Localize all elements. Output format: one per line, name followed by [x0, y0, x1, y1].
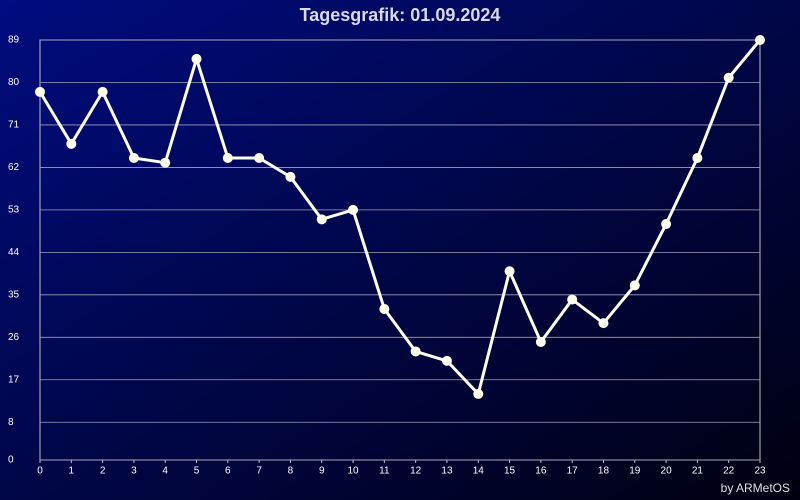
data-line [38, 39, 762, 396]
y-tick-label: 53 [8, 205, 20, 216]
data-point [35, 86, 45, 97]
data-point [723, 72, 734, 83]
x-tick-label: 2 [100, 466, 106, 477]
x-tick-label: 6 [225, 466, 231, 477]
y-tick-label: 62 [8, 162, 20, 173]
data-point [535, 337, 546, 348]
data-point [66, 138, 77, 149]
y-tick-label: 35 [8, 289, 20, 300]
data-point [410, 346, 421, 357]
data-point [254, 152, 265, 163]
x-tick-label: 1 [69, 466, 75, 477]
data-point [598, 318, 609, 329]
x-tick-label: 10 [347, 466, 359, 477]
x-tick-label: 5 [194, 466, 200, 477]
y-tick-label: 26 [8, 332, 20, 343]
x-tick-label: 18 [598, 466, 610, 477]
data-point [222, 152, 233, 163]
data-point [348, 204, 359, 215]
x-tick-label: 21 [692, 466, 704, 477]
x-tick-label: 19 [629, 466, 641, 477]
data-point [473, 388, 484, 399]
y-tick-label: 0 [8, 455, 14, 466]
x-tick-label: 11 [379, 466, 390, 477]
data-point [285, 171, 296, 182]
y-tick-label: 80 [8, 77, 20, 88]
x-tick-label: 8 [288, 466, 294, 477]
x-tick-label: 23 [754, 466, 766, 477]
x-tick-label: 3 [131, 466, 137, 477]
x-tick-label: 15 [504, 466, 516, 477]
data-point [661, 219, 672, 230]
data-point [629, 280, 640, 291]
data-point [692, 152, 703, 163]
x-tick-label: 4 [162, 466, 168, 477]
y-tick-label: 44 [8, 247, 20, 258]
credit: by ARMetOS [721, 481, 790, 495]
x-tick-label: 9 [319, 466, 325, 477]
x-tick-label: 14 [473, 466, 485, 477]
x-tick-label: 22 [723, 466, 735, 477]
x-tick-label: 13 [441, 466, 453, 477]
x-tick-label: 20 [661, 466, 673, 477]
y-tick-label: 89 [8, 35, 20, 46]
data-point [755, 35, 765, 45]
x-tick-label: 17 [567, 466, 579, 477]
data-point [128, 152, 139, 163]
y-tick-label: 17 [8, 374, 20, 385]
x-tick-label: 7 [256, 466, 262, 477]
y-tick-label: 8 [8, 417, 14, 428]
x-tick-label: 0 [37, 466, 43, 477]
chart-title: Tagesgrafik: 01.09.2024 [300, 5, 501, 25]
x-tick-label: 16 [535, 466, 547, 477]
data-point [379, 303, 390, 314]
data-point [441, 355, 452, 366]
data-point [504, 266, 515, 277]
data-point [191, 53, 202, 64]
x-tick-label: 12 [410, 466, 422, 477]
y-tick-label: 71 [8, 120, 20, 131]
data-point [160, 157, 171, 168]
data-point [316, 214, 327, 225]
data-point [567, 294, 578, 305]
data-point [97, 86, 108, 97]
